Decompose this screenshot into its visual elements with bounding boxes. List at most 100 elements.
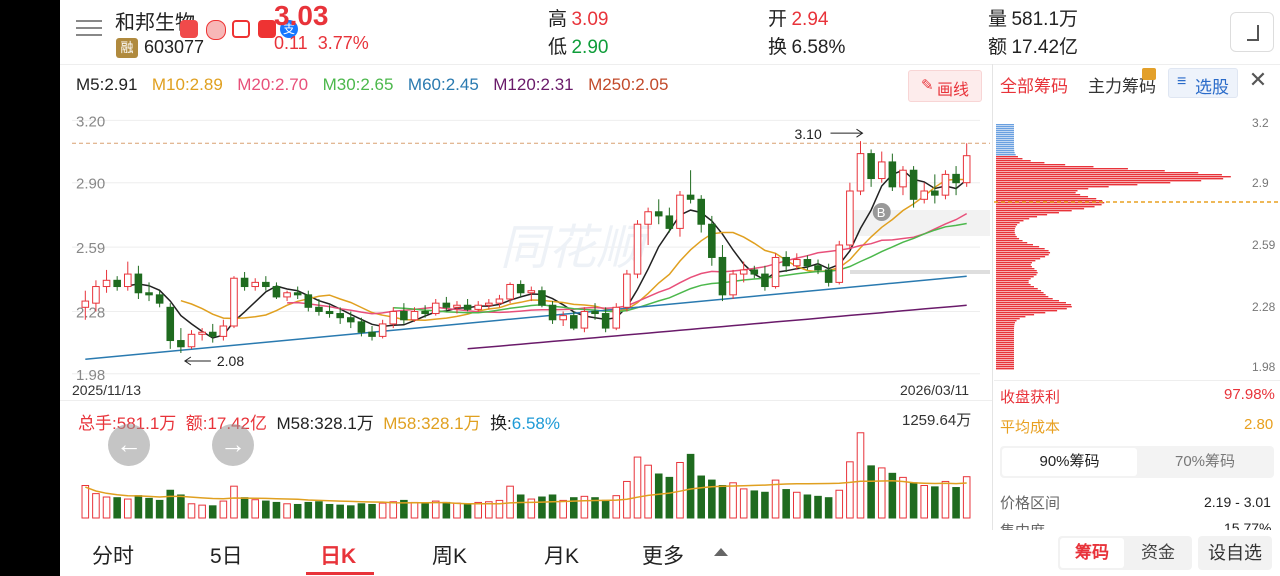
m58-a-value: 328.1万	[314, 414, 374, 433]
select-stock-button[interactable]: ≡ 选股	[1168, 68, 1238, 98]
volume-bar	[516, 494, 525, 519]
m58-a-label: M58:	[276, 414, 315, 433]
chip-bar	[996, 258, 1041, 260]
chip-bar	[996, 182, 1171, 184]
ma120: M120:2.31	[493, 75, 574, 94]
buy-marker[interactable]	[872, 203, 891, 221]
candle	[633, 220, 642, 279]
amount-label: 额	[988, 37, 1008, 58]
fullscreen-icon[interactable]	[1230, 12, 1274, 52]
candle	[612, 303, 621, 331]
prev-arrow-button[interactable]: ←	[108, 424, 150, 466]
candle	[750, 265, 759, 279]
end-date: 2026/03/11	[900, 382, 970, 398]
candle	[410, 307, 419, 322]
ma30: M30:2.65	[322, 75, 394, 94]
candle	[909, 166, 918, 208]
volume-chart[interactable]	[60, 426, 992, 522]
volume-bar	[166, 489, 175, 519]
volume-bar	[410, 501, 419, 519]
volume-bar	[846, 461, 854, 519]
chip-bar	[996, 342, 1014, 344]
candle	[187, 330, 196, 349]
chip-bar	[996, 254, 1049, 256]
chip-bar	[996, 316, 1026, 318]
high-label: 高	[548, 9, 568, 30]
tab-weekly-k[interactable]: 周K	[432, 545, 468, 568]
volume-bar	[495, 499, 504, 519]
volume-bar	[187, 503, 196, 519]
ma-legend: M5:2.91 M10:2.89 M20:2.70 M30:2.65 M60:2…	[76, 75, 678, 95]
chip-bar	[996, 360, 1014, 362]
volume-bar	[315, 501, 323, 519]
candle	[516, 280, 525, 297]
chip-bar	[996, 358, 1014, 360]
candle	[219, 319, 228, 341]
watermark: 同花顺	[500, 220, 652, 276]
volume-label: 量	[988, 9, 1008, 30]
tab-more[interactable]: 更多	[642, 545, 684, 568]
chip-bar	[996, 322, 1015, 324]
tab-chips[interactable]: 筹码	[1060, 538, 1124, 568]
tab-intraday[interactable]: 分时	[92, 545, 134, 568]
chip-bar	[996, 224, 1018, 226]
pay-icon[interactable]	[258, 20, 276, 38]
candle	[548, 301, 557, 324]
volume-turnover-label: 换:	[490, 414, 512, 433]
chip-distribution[interactable]: 3.2 2.9 2.59 2.28 1.98	[994, 104, 1280, 380]
m58-b: M58:328.1万	[383, 414, 480, 433]
candle	[251, 278, 260, 291]
candle	[559, 311, 567, 326]
chip-bar	[996, 148, 1015, 150]
turnover-label: 换	[768, 37, 788, 58]
draw-line-button[interactable]: ✎ 画线	[908, 70, 982, 102]
m58-b-label: M58:	[383, 414, 422, 433]
chip-bar	[996, 134, 1014, 136]
chip-bar	[996, 344, 1014, 346]
chip-bar	[996, 368, 1014, 370]
chip-bar	[996, 162, 1045, 164]
candle	[442, 296, 451, 312]
chip-bar	[996, 140, 1015, 142]
hot-icon[interactable]	[180, 20, 198, 38]
chip-bar	[996, 302, 1066, 304]
turnover-value: 6.58%	[791, 37, 846, 58]
volume-bar	[230, 485, 238, 519]
tab-funds[interactable]: 资金	[1141, 543, 1175, 562]
candle	[166, 303, 175, 349]
close-icon[interactable]: ✕	[1248, 67, 1268, 92]
tab-70[interactable]: 70%筹码	[1174, 453, 1236, 470]
chip-bar	[996, 300, 1060, 302]
chip-bar	[996, 320, 1017, 322]
chip-tab-all[interactable]: 全部筹码	[1000, 77, 1068, 96]
message-icon[interactable]	[232, 20, 250, 38]
volume-bar	[920, 485, 929, 519]
caret-up-icon[interactable]	[714, 548, 728, 556]
tab-daily-k[interactable]: 日K	[320, 545, 357, 568]
concentration-value: 15.77%	[1224, 520, 1272, 532]
chip-bar	[996, 266, 1032, 268]
mascot-icon[interactable]	[206, 20, 226, 40]
ma60-line	[85, 275, 967, 360]
tab-5day[interactable]: 5日	[210, 545, 243, 568]
volume-bar	[750, 490, 759, 519]
tab-monthly-k[interactable]: 月K	[544, 545, 580, 568]
add-favorite-button[interactable]: 设自选	[1198, 536, 1272, 570]
tab-90[interactable]: 90%筹码	[1002, 448, 1137, 476]
volume-bar	[612, 495, 621, 519]
select-stock-label: 选股	[1195, 78, 1229, 97]
hamburger-icon[interactable]	[76, 18, 102, 38]
y-axis-label: 3.20	[76, 113, 105, 130]
candle	[485, 299, 493, 310]
chip-bar	[996, 250, 1049, 252]
volume-bar	[856, 432, 865, 519]
chip-bar	[996, 280, 1029, 282]
chip-bar	[996, 286, 1034, 288]
volume-bar	[559, 499, 567, 519]
alipay-icon[interactable]: 支	[280, 20, 298, 38]
kline-chart[interactable]: 同花顺 3.20 2.90 2.59 2.28 1.98 3.10 2.08 B	[60, 104, 992, 400]
chip-bar	[996, 186, 1109, 188]
next-arrow-button[interactable]: →	[212, 424, 254, 466]
chip-tab-main[interactable]: 主力筹码	[1088, 77, 1156, 96]
chip-bar	[996, 144, 1015, 146]
